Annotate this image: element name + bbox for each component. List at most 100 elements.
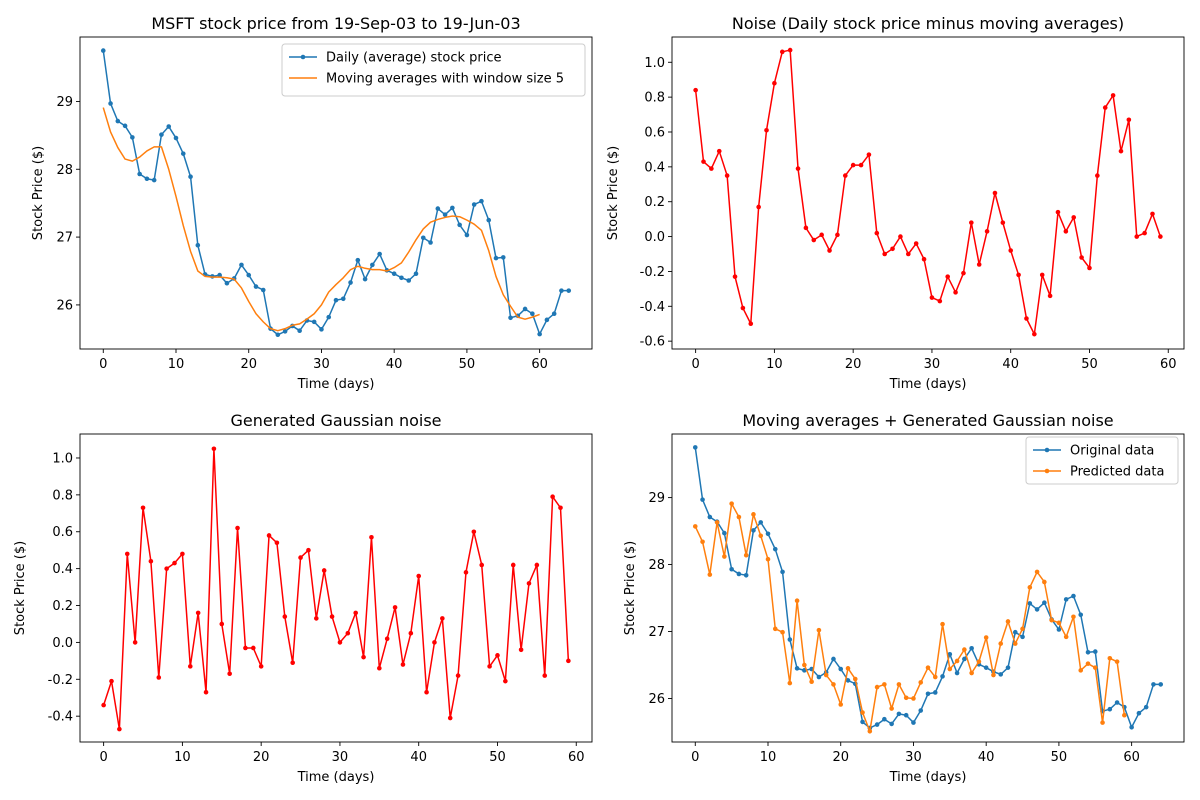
data-point bbox=[1034, 607, 1040, 612]
data-point bbox=[455, 673, 461, 678]
data-point bbox=[1056, 627, 1062, 632]
data-point bbox=[707, 514, 713, 520]
data-point bbox=[195, 610, 201, 616]
data-point bbox=[701, 159, 706, 164]
data-point bbox=[860, 710, 865, 715]
data-point bbox=[816, 627, 822, 633]
x-axis-label: Time (days) bbox=[889, 770, 967, 785]
data-point bbox=[889, 706, 894, 711]
y-tick-label: 29 bbox=[648, 491, 665, 506]
x-tick-label: 10 bbox=[760, 750, 777, 765]
data-point bbox=[180, 151, 186, 156]
data-point bbox=[510, 562, 516, 568]
data-point bbox=[413, 271, 419, 277]
data-point bbox=[889, 721, 894, 727]
data-point bbox=[235, 525, 240, 531]
x-tick-label: 30 bbox=[313, 357, 330, 372]
data-point bbox=[224, 280, 230, 286]
data-point bbox=[140, 505, 146, 511]
data-point bbox=[838, 666, 844, 672]
data-point bbox=[707, 572, 713, 577]
data-point bbox=[1079, 255, 1084, 260]
data-point bbox=[756, 204, 761, 210]
data-point bbox=[860, 719, 865, 725]
data-point bbox=[392, 605, 398, 610]
data-point bbox=[526, 581, 532, 586]
data-point bbox=[866, 152, 872, 157]
legend-label: Moving averages with window size 5 bbox=[326, 72, 564, 87]
data-point bbox=[442, 212, 448, 217]
data-point bbox=[1092, 649, 1098, 654]
x-tick-label: 50 bbox=[1051, 750, 1068, 765]
data-point bbox=[124, 551, 130, 557]
data-point bbox=[370, 262, 375, 268]
data-point bbox=[384, 636, 390, 642]
data-point bbox=[420, 235, 426, 241]
data-point bbox=[921, 256, 927, 262]
data-point bbox=[845, 666, 851, 671]
data-point bbox=[858, 162, 864, 168]
data-point bbox=[1095, 173, 1100, 178]
data-point bbox=[534, 562, 540, 568]
data-point bbox=[450, 205, 455, 211]
data-point bbox=[758, 520, 764, 525]
data-point bbox=[991, 672, 996, 678]
y-axis-label: Stock Price ($) bbox=[13, 541, 28, 635]
data-point bbox=[842, 173, 848, 178]
data-point bbox=[500, 255, 506, 260]
legend-entry: Predicted data bbox=[1033, 465, 1164, 480]
data-point bbox=[355, 257, 361, 263]
data-point bbox=[835, 232, 840, 238]
data-point bbox=[1136, 710, 1142, 716]
data-point bbox=[969, 220, 974, 225]
data-point bbox=[913, 241, 919, 246]
data-point bbox=[1020, 626, 1025, 632]
data-point bbox=[537, 331, 542, 337]
y-tick-label: 26 bbox=[648, 692, 665, 707]
data-point bbox=[522, 306, 528, 312]
data-point bbox=[1016, 272, 1021, 278]
data-point bbox=[1012, 641, 1018, 646]
data-point bbox=[716, 148, 722, 154]
data-point bbox=[903, 712, 909, 718]
data-point bbox=[148, 558, 154, 564]
data-point bbox=[377, 251, 382, 257]
chart-panel-prediction: Moving averages + Generated Gaussian noi… bbox=[623, 411, 1185, 785]
legend-label: Daily (average) stock price bbox=[326, 51, 502, 66]
data-point bbox=[700, 539, 705, 545]
data-point bbox=[282, 614, 288, 619]
data-point bbox=[772, 80, 777, 86]
data-point bbox=[306, 547, 311, 553]
data-point bbox=[100, 48, 106, 53]
x-tick-label: 40 bbox=[386, 357, 403, 372]
data-point bbox=[275, 332, 281, 338]
data-point bbox=[321, 568, 327, 573]
y-tick-label: 0.0 bbox=[52, 636, 73, 651]
data-point bbox=[940, 674, 945, 679]
data-point bbox=[416, 573, 422, 579]
data-point bbox=[1034, 569, 1040, 575]
data-point bbox=[1063, 229, 1069, 234]
data-point bbox=[1142, 230, 1147, 236]
x-tick-label: 0 bbox=[99, 750, 107, 765]
y-tick-label: 0.4 bbox=[644, 160, 665, 175]
data-point bbox=[1027, 601, 1033, 606]
data-point bbox=[1143, 704, 1149, 710]
data-point bbox=[117, 726, 122, 732]
data-point bbox=[428, 240, 433, 245]
x-tick-label: 0 bbox=[691, 357, 699, 372]
data-point bbox=[1114, 700, 1120, 705]
data-point bbox=[1056, 620, 1062, 626]
y-tick-label: 29 bbox=[56, 95, 73, 110]
data-point bbox=[1110, 93, 1116, 98]
legend: Daily (average) stock price Moving averag… bbox=[281, 43, 586, 97]
y-tick-label: -0.2 bbox=[48, 673, 73, 688]
data-point bbox=[896, 682, 902, 687]
data-point bbox=[925, 665, 931, 670]
x-tick-label: 30 bbox=[332, 750, 349, 765]
x-axis-label: Time (days) bbox=[297, 377, 375, 392]
data-point bbox=[203, 689, 209, 695]
data-point bbox=[1122, 712, 1127, 718]
data-point bbox=[479, 562, 485, 568]
x-tick-label: 10 bbox=[174, 750, 191, 765]
